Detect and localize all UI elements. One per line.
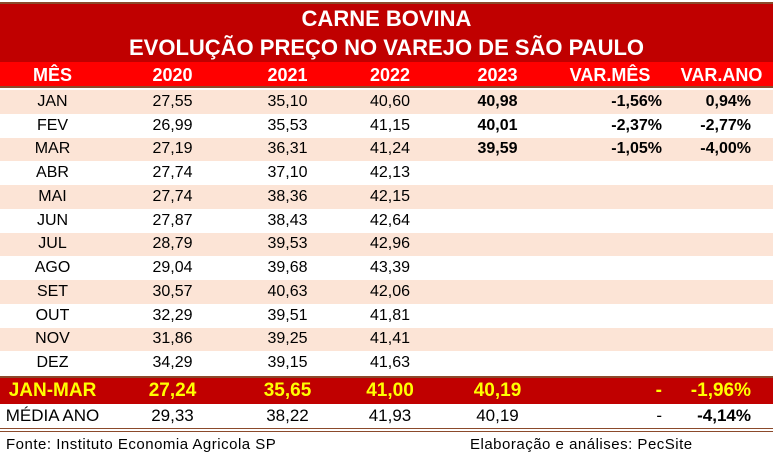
cell-col-2: 39,25 [267,330,308,348]
cell-col-6: -4,00% [700,140,751,158]
cell-col-4: 40,19 [476,406,519,425]
cell-col-4: 40,19 [473,380,522,401]
credit-note: Elaboração e análises: PecSite [470,436,693,453]
cell-col-1: 31,86 [152,330,193,348]
cell-col-6: 0,94% [705,92,751,110]
cell-col-2: 38,22 [266,406,309,425]
table-row: FEV 26,99 35,53 41,15 40,01 -2,37% -2,77% [0,114,773,138]
table-row: OUT 32,29 39,51 41,81 [0,304,773,328]
cell-col-2: 35,53 [267,116,308,134]
cell-col-4: 40,01 [477,116,518,134]
cell-col-3: 41,93 [368,406,412,425]
cell-col-3: 2022 [369,64,411,85]
cell-col-2: 37,10 [267,164,308,182]
cell-col-5: -1,56% [611,92,662,110]
cell-col-2: 39,51 [267,306,308,324]
cell-col-2: 36,31 [267,140,308,158]
cell-col-4: 39,59 [477,140,518,158]
jan-mar-total-row: JAN-MAR 27,24 35,65 41,00 40,19 - -1,96% [0,376,773,404]
cell-col-1: 27,87 [152,211,193,229]
cell-col-3: 42,06 [369,282,411,300]
table-row: JAN 27,55 35,10 40,60 40,98 -1,56% 0,94% [0,90,773,114]
cell-col-3: 41,15 [369,116,411,134]
cell-col-1: 28,79 [152,235,193,253]
table-subtitle: EVOLUÇÃO PREÇO NO VAREJO DE SÃO PAULO [128,35,645,60]
source-note: Fonte: Instituto Economia Agricola SP [6,436,277,453]
cell-col-0: OUT [35,306,70,324]
cell-col-3: 41,24 [369,140,411,158]
cell-col-5: VAR.MÊS [569,64,651,85]
column-header-row: MÊS 2020 2021 2022 2023 VAR.MÊS VAR.ANO [0,62,773,88]
cell-col-0: NOV [35,330,70,348]
cell-col-3: 42,15 [369,187,411,205]
annual-average-row: MÉDIA ANO 29,33 38,22 41,93 40,19 - -4,14% [0,404,773,432]
cell-col-1: 27,24 [148,380,197,401]
cell-col-2: 35,10 [267,92,308,110]
cell-col-0: MAI [38,187,67,205]
cell-col-1: 27,55 [152,92,193,110]
cell-col-3: 41,81 [369,306,411,324]
cell-col-0: FEV [36,116,69,134]
cell-col-0: MÊS [32,64,72,85]
table-row: MAR 27,19 36,31 41,24 39,59 -1,05% -4,00% [0,137,773,162]
cell-col-0: ABR [36,164,69,182]
cell-col-1: 29,04 [152,259,193,277]
cell-col-3: 40,60 [369,92,411,110]
cell-col-1: 30,57 [152,282,193,300]
table-row: ABR 27,74 37,10 42,13 [0,161,773,185]
cell-col-0: DEZ [36,354,69,372]
cell-col-2: 38,43 [267,211,308,229]
cell-col-1: 34,29 [152,354,193,372]
cell-col-0: SET [36,282,69,300]
cell-col-4: 2023 [477,64,518,85]
cell-col-6: -4,14% [697,406,751,425]
table-row: SET 30,57 40,63 42,06 [0,280,773,304]
cell-col-1: 2020 [152,64,193,85]
cell-col-2: 39,68 [267,259,308,277]
cell-col-3: 42,13 [369,164,411,182]
cell-col-3: 41,00 [366,380,414,401]
table-row: JUL 28,79 39,53 42,96 [0,232,773,257]
cell-col-3: 41,63 [369,354,411,372]
cell-col-3: 41,41 [369,330,411,348]
cell-col-5: - [655,380,662,401]
cell-col-5: -1,05% [611,140,662,158]
cell-col-2: 2021 [267,64,308,85]
cell-col-3: 42,96 [369,235,411,253]
table-row: JUN 27,87 38,43 42,64 [0,209,773,233]
table-row: DEZ 34,29 39,15 41,63 [0,351,773,375]
cell-col-1: 27,19 [152,140,193,158]
cell-col-0: JAN-MAR [8,380,97,401]
cell-col-1: 27,74 [152,187,193,205]
cell-col-0: AGO [34,259,71,277]
table-title: CARNE BOVINA [301,6,472,31]
cell-col-5: - [656,406,662,425]
cell-col-1: 32,29 [152,306,193,324]
table-row: AGO 29,04 39,68 43,39 [0,256,773,280]
cell-col-4: 40,98 [477,92,518,110]
cell-col-2: 35,65 [263,380,312,401]
cell-col-1: 29,33 [151,406,194,425]
cell-col-6: -1,96% [690,380,751,401]
cell-col-6: -2,77% [700,116,751,134]
table-row: NOV 31,86 39,25 41,41 [0,327,773,352]
cell-col-2: 39,15 [267,354,308,372]
cell-col-3: 42,64 [369,211,411,229]
table-row: MAI 27,74 38,36 42,15 [0,185,773,209]
table-title-banner: CARNE BOVINA EVOLUÇÃO PREÇO NO VAREJO DE… [0,2,773,62]
cell-col-0: MÉDIA ANO [5,406,100,425]
cell-col-6: VAR.ANO [680,64,763,85]
cell-col-5: -2,37% [611,116,662,134]
cell-col-0: JUL [38,235,67,253]
cell-col-1: 27,74 [152,164,193,182]
monthly-rows: JAN 27,55 35,10 40,60 40,98 -1,56% 0,94% FEV 26,… [0,90,773,375]
cell-col-2: 39,53 [267,235,308,253]
cell-col-3: 43,39 [369,259,411,277]
cell-col-0: MAR [34,140,71,158]
cell-col-2: 40,63 [267,282,308,300]
cell-col-1: 26,99 [152,116,193,134]
cell-col-0: JUN [36,211,69,229]
cell-col-0: JAN [37,92,68,110]
cell-col-2: 38,36 [267,187,308,205]
